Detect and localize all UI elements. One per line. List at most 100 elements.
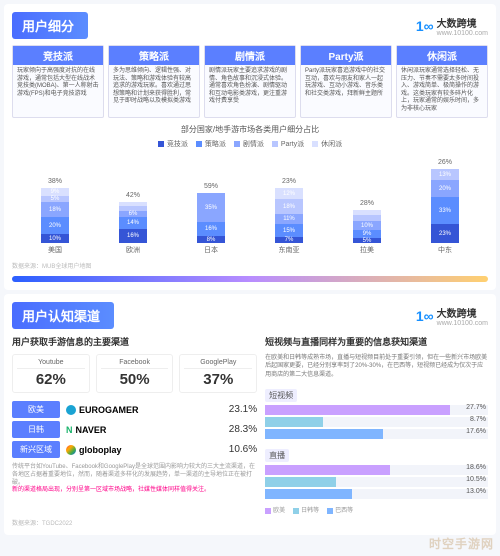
column-label: 拉美 xyxy=(360,245,374,255)
bar-segment: 18% xyxy=(275,199,303,214)
panel2-header: 用户认知渠道 1∞ 大数跨境 www.10100.com xyxy=(12,302,488,329)
chart-column: 26%23%33%20%13%中东 xyxy=(425,169,465,243)
bar-segment: 20% xyxy=(431,180,459,197)
legend-item: 休闲派 xyxy=(312,139,342,149)
region-tag: 日韩 xyxy=(12,421,60,438)
bar-segment: 9% xyxy=(41,188,69,196)
card-title: 竞技派 xyxy=(13,46,103,65)
column-label: 中东 xyxy=(438,245,452,255)
column-top-label: 42% xyxy=(126,192,140,199)
watermark: 时空手游网 xyxy=(429,535,494,552)
column-label: 日本 xyxy=(204,245,218,255)
hbar-group-title: 直播 xyxy=(265,449,289,462)
site-pct: 23.1% xyxy=(229,404,257,415)
chart-column: 23%7%15%11%18%12%东南亚 xyxy=(269,188,309,243)
hbar-fill xyxy=(265,417,323,427)
hbar-group: 直播 18.6% 10.5% 13.0% xyxy=(265,445,488,499)
stacked-chart-wrap: 38%10%20%18%5%9%美国 42%16%14%6%欧洲 59%8%16%3… xyxy=(12,153,488,257)
brand-url: www.10100.com xyxy=(437,320,488,327)
top3-channels: Youtube 62% Facebook 50% GooglePlay37% xyxy=(12,354,257,393)
segment-card: Party派Party派玩家喜追游戏中的社交互动，喜欢与朋友和家人一起玩游戏、互… xyxy=(300,45,392,118)
card-body: 剧情派玩家主要追求游戏的剧情、角色故事和沉浸式体验。通常喜欢角色扮演、剧情驱动和… xyxy=(209,68,291,106)
column-top-label: 59% xyxy=(204,183,218,190)
panel2-body: 用户获取手游信息的主要渠道 Youtube 62% Facebook 50% Googl… xyxy=(12,335,488,514)
panel2-left: 用户获取手游信息的主要渠道 Youtube 62% Facebook 50% Googl… xyxy=(12,335,257,514)
eurogamer-icon xyxy=(66,405,76,415)
site-pct: 10.6% xyxy=(229,444,257,455)
chart-legend: 竞技派策略派剧情派Party派休闲派 xyxy=(12,139,488,149)
region-row: 欧美EUROGAMER23.1% xyxy=(12,401,257,418)
left-subtitle: 用户获取手游信息的主要渠道 xyxy=(12,335,257,348)
right-desc: 在欧美和日韩等成熟市场，直播与短视频目前处于重要引领，但在一些新兴市场欧美后起国… xyxy=(265,354,488,379)
bar-segment: 8% xyxy=(197,236,225,243)
hbar-fill xyxy=(265,489,352,499)
column-top-label: 23% xyxy=(282,178,296,185)
hbar-group-title: 短视频 xyxy=(265,389,297,402)
card-body: 休闲派玩家通常选择轻松、无压力、节奏不需要太多时间投入、游戏简单、极简操作的游戏… xyxy=(401,68,483,113)
hbar-fill xyxy=(265,405,450,415)
channel-name: Facebook xyxy=(101,359,169,369)
hbar-value: 8.7% xyxy=(470,416,486,423)
region-row: 日韩 NNAVER 28.3% xyxy=(12,421,257,438)
column-label: 欧洲 xyxy=(126,245,140,255)
globoplay-icon xyxy=(66,445,76,455)
bar-segment: 7% xyxy=(275,237,303,243)
hbar-legend-item: 巴西等 xyxy=(327,505,353,514)
brand-logo: 1∞ 大数跨境 www.10100.com xyxy=(416,15,488,37)
stacked-bar-chart: 38%10%20%18%5%9%美国 42%16%14%6%欧洲 59%8%16%3… xyxy=(12,153,488,243)
hbar-value: 13.0% xyxy=(466,488,486,495)
panel2-right: 短视频与直播同样为重要的信息获知渠道 在欧美和日韩等成熟市场，直播与短视频目前处… xyxy=(265,335,488,514)
segment-card: 策略派多为思维倾向、逻辑性强、对玩法、策略和游戏体验有较高追求的游戏玩家。喜欢通… xyxy=(108,45,200,118)
segment-card: 竞技派玩家倾向于高强度对抗的在线游戏，通常包括大型在线战术竞技类(MOBA)、第… xyxy=(12,45,104,118)
channel-name: Youtube xyxy=(17,359,85,369)
column-label: 东南亚 xyxy=(279,245,300,255)
naver-icon: N xyxy=(66,425,73,435)
hbar-groups: 短视频 27.7%8.7% 17.6% 直播 18.6% 10.5% 13.0% xyxy=(265,385,488,499)
channel-pct: 62% xyxy=(17,371,85,388)
bar-segment: 20% xyxy=(41,217,69,234)
big3-cell: Facebook 50% xyxy=(96,354,174,393)
region-rows: 欧美EUROGAMER23.1%日韩NNAVER28.3%新兴区域globopl… xyxy=(12,401,257,458)
bar-segment: 18% xyxy=(41,202,69,217)
hbar: 27.7% xyxy=(265,405,488,415)
hbar-fill xyxy=(265,429,383,439)
note-1: 传统平台如YouTube、Facebook和GooglePlay是全球范围内影响… xyxy=(12,464,257,487)
column-top-label: 38% xyxy=(48,178,62,185)
card-body: 多为思维倾向、逻辑性强、对玩法、策略和游戏体验有较高追求的游戏玩家。喜欢通过思想… xyxy=(113,68,195,106)
site-name: globoplay xyxy=(66,445,223,455)
chart-column: 42%16%14%6%欧洲 xyxy=(113,202,153,243)
hbar: 17.6% xyxy=(265,429,488,439)
card-title: 剧情派 xyxy=(205,46,295,65)
bar-segment: 35% xyxy=(197,193,225,222)
chart-column: 38%10%20%18%5%9%美国 xyxy=(35,188,75,243)
panel2-title: 用户认知渠道 xyxy=(12,302,114,329)
hbar-value: 18.6% xyxy=(466,464,486,471)
legend-item: Party派 xyxy=(272,139,304,149)
site-name: NNAVER xyxy=(66,425,223,435)
hbar-fill xyxy=(265,477,336,487)
bar-segment: 23% xyxy=(431,224,459,243)
chart-column: 59%8%16%35%日本 xyxy=(191,193,231,243)
panel1-title: 用户细分 xyxy=(12,12,88,39)
channel-pct: 50% xyxy=(101,371,169,388)
card-title: 策略派 xyxy=(109,46,199,65)
site-pct: 28.3% xyxy=(229,424,257,435)
note-2: 新的渠道格局出现，分别呈第一区域市场战略，社媒性媒体同样值得关注。 xyxy=(12,487,257,495)
hbar-legend: 欧美日韩等巴西等 xyxy=(265,505,488,514)
hbar: 13.0% xyxy=(265,489,488,499)
legend-item: 策略派 xyxy=(196,139,226,149)
panel1-header: 用户细分 1∞ 大数跨境 www.10100.com xyxy=(12,12,488,39)
big3-cell: GooglePlay37% xyxy=(179,354,257,393)
channel-pct: 37% xyxy=(184,371,252,388)
chart-column: 28%5%9%10%拉美 xyxy=(347,210,387,243)
hbar-value: 10.5% xyxy=(466,476,486,483)
card-title: Party派 xyxy=(301,46,391,65)
right-subtitle: 短视频与直播同样为重要的信息获知渠道 xyxy=(265,335,488,348)
segment-card: 剧情派剧情派玩家主要追求游戏的剧情、角色故事和沉浸式体验。通常喜欢角色扮演、剧情… xyxy=(204,45,296,118)
legend-item: 竞技派 xyxy=(158,139,188,149)
column-label: 美国 xyxy=(48,245,62,255)
column-top-label: 28% xyxy=(360,200,374,207)
segment-cards: 竞技派玩家倾向于高强度对抗的在线游戏，通常包括大型在线战术竞技类(MOBA)、第… xyxy=(12,45,488,118)
region-row: 新兴区域globoplay10.6% xyxy=(12,441,257,458)
column-top-label: 26% xyxy=(438,159,452,166)
